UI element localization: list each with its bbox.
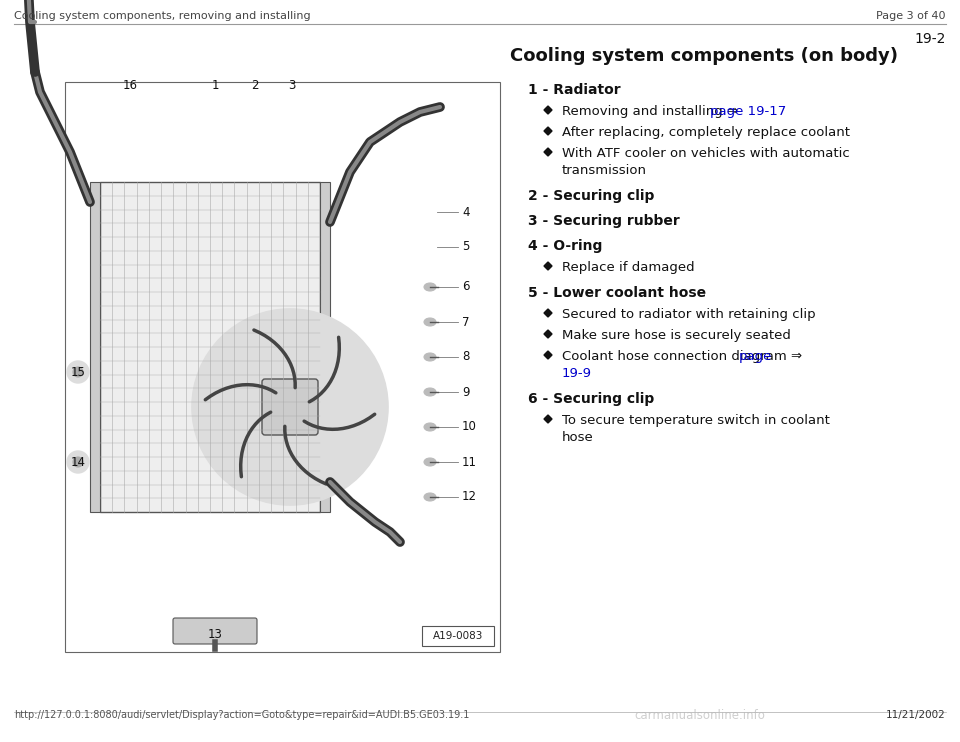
Circle shape xyxy=(192,309,388,505)
Text: 13: 13 xyxy=(207,628,223,640)
Polygon shape xyxy=(544,415,552,423)
Bar xyxy=(320,182,330,512)
Text: Secured to radiator with retaining clip: Secured to radiator with retaining clip xyxy=(562,308,816,321)
Bar xyxy=(65,82,500,652)
Text: 14: 14 xyxy=(70,456,85,468)
Circle shape xyxy=(67,361,89,383)
Text: 12: 12 xyxy=(462,490,477,504)
Text: 3 - Securing rubber: 3 - Securing rubber xyxy=(528,214,680,228)
Text: Make sure hose is securely seated: Make sure hose is securely seated xyxy=(562,329,791,342)
Polygon shape xyxy=(544,148,552,156)
Text: 5: 5 xyxy=(462,240,469,254)
Text: Coolant hose connection diagram ⇒: Coolant hose connection diagram ⇒ xyxy=(562,350,806,363)
Text: 6: 6 xyxy=(462,280,469,294)
Text: 11: 11 xyxy=(462,456,477,468)
Text: 2 - Securing clip: 2 - Securing clip xyxy=(528,189,655,203)
Bar xyxy=(422,626,494,646)
Text: To secure temperature switch in coolant: To secure temperature switch in coolant xyxy=(562,414,829,427)
Ellipse shape xyxy=(424,458,436,466)
Text: hose: hose xyxy=(562,431,593,444)
Polygon shape xyxy=(544,351,552,359)
Text: 11/21/2002: 11/21/2002 xyxy=(886,710,946,720)
Text: 4 - O-ring: 4 - O-ring xyxy=(528,239,602,253)
Text: 4: 4 xyxy=(462,206,469,218)
Text: page: page xyxy=(739,350,773,363)
FancyBboxPatch shape xyxy=(173,618,257,644)
Text: Page 3 of 40: Page 3 of 40 xyxy=(876,11,946,21)
Ellipse shape xyxy=(424,283,436,291)
Text: http://127.0.0.1:8080/audi/servlet/Display?action=Goto&type=repair&id=AUDI.B5.GE: http://127.0.0.1:8080/audi/servlet/Displ… xyxy=(14,710,469,720)
Text: 10: 10 xyxy=(462,421,477,433)
Text: Replace if damaged: Replace if damaged xyxy=(562,261,695,274)
Circle shape xyxy=(73,457,83,467)
Text: Cooling system components, removing and installing: Cooling system components, removing and … xyxy=(14,11,311,21)
Text: Removing and installing ⇒: Removing and installing ⇒ xyxy=(562,105,742,118)
Text: A19-0083: A19-0083 xyxy=(433,631,483,641)
Polygon shape xyxy=(544,106,552,114)
Text: With ATF cooler on vehicles with automatic: With ATF cooler on vehicles with automat… xyxy=(562,147,850,160)
Text: 5 - Lower coolant hose: 5 - Lower coolant hose xyxy=(528,286,707,300)
Polygon shape xyxy=(544,330,552,338)
Ellipse shape xyxy=(424,493,436,501)
Text: 1: 1 xyxy=(211,79,219,92)
Ellipse shape xyxy=(424,388,436,396)
Circle shape xyxy=(67,451,89,473)
Ellipse shape xyxy=(424,423,436,431)
Circle shape xyxy=(284,401,296,413)
Bar xyxy=(90,182,100,512)
Circle shape xyxy=(275,392,305,422)
Text: 19-2: 19-2 xyxy=(915,32,946,46)
Circle shape xyxy=(73,367,83,377)
Polygon shape xyxy=(544,309,552,317)
Polygon shape xyxy=(544,127,552,135)
Text: carmanualsonline.info: carmanualsonline.info xyxy=(635,709,765,722)
Text: 6 - Securing clip: 6 - Securing clip xyxy=(528,392,655,406)
Text: transmission: transmission xyxy=(562,164,647,177)
Text: page 19-17: page 19-17 xyxy=(710,105,786,118)
Text: 9: 9 xyxy=(462,386,469,398)
Ellipse shape xyxy=(424,353,436,361)
Text: 15: 15 xyxy=(71,366,85,378)
Text: 2: 2 xyxy=(252,79,259,92)
FancyBboxPatch shape xyxy=(262,379,318,435)
Text: 16: 16 xyxy=(123,79,137,92)
Text: 7: 7 xyxy=(462,315,469,329)
Text: After replacing, completely replace coolant: After replacing, completely replace cool… xyxy=(562,126,850,139)
Text: 1 - Radiator: 1 - Radiator xyxy=(528,83,620,97)
Bar xyxy=(100,182,320,512)
Polygon shape xyxy=(544,262,552,270)
Text: 3: 3 xyxy=(288,79,296,92)
Text: 8: 8 xyxy=(462,350,469,364)
Text: Cooling system components (on body): Cooling system components (on body) xyxy=(510,47,898,65)
Ellipse shape xyxy=(424,318,436,326)
Text: 19-9: 19-9 xyxy=(562,367,592,380)
